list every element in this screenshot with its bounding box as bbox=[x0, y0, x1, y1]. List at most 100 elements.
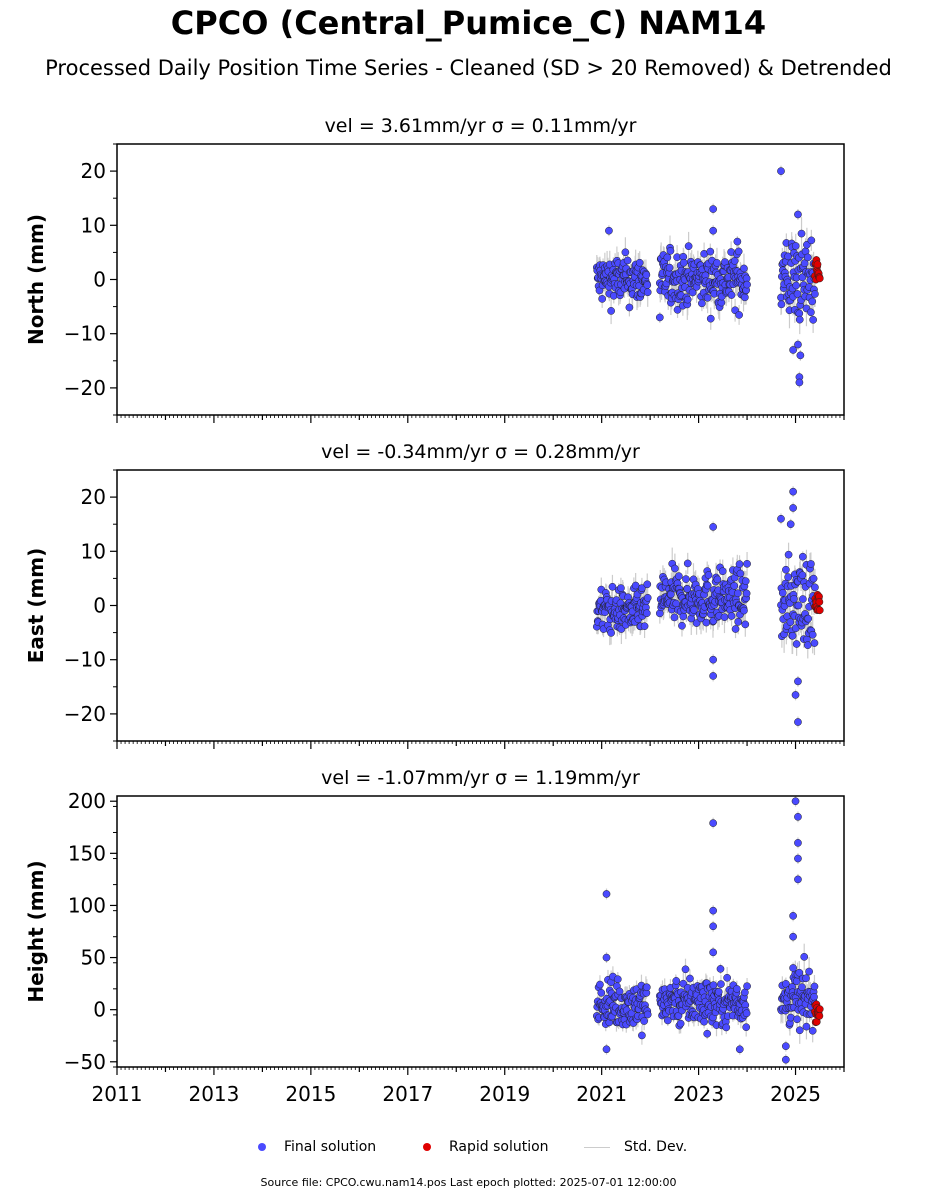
x-tick-label: 2021 bbox=[576, 1082, 627, 1106]
final-point bbox=[740, 606, 748, 615]
final-point bbox=[789, 932, 797, 941]
final-point bbox=[791, 797, 800, 806]
final-point bbox=[798, 552, 807, 561]
final-point bbox=[678, 621, 686, 630]
final-point bbox=[608, 582, 617, 591]
final-point bbox=[733, 985, 741, 993]
final-point bbox=[666, 247, 675, 255]
final-point bbox=[709, 948, 717, 957]
source-note: Source file: CPCO.cwu.nam14.pos Last epo… bbox=[260, 1176, 677, 1189]
final-point bbox=[793, 1015, 801, 1024]
final-point bbox=[795, 378, 804, 387]
final-point bbox=[670, 613, 679, 622]
final-point bbox=[809, 574, 818, 583]
final-point bbox=[784, 252, 792, 261]
y-axis-label: Height (mm) bbox=[24, 860, 48, 1002]
final-point bbox=[789, 964, 797, 972]
y-tick-label: 10 bbox=[81, 213, 106, 237]
final-point bbox=[799, 595, 807, 603]
final-point bbox=[703, 1029, 712, 1038]
final-point bbox=[792, 640, 801, 648]
final-point bbox=[743, 280, 751, 289]
final-point bbox=[713, 575, 722, 584]
final-point bbox=[810, 993, 818, 1001]
y-tick-label: 0 bbox=[93, 998, 106, 1022]
final-point bbox=[735, 560, 744, 568]
final-point bbox=[682, 575, 690, 583]
final-point bbox=[709, 226, 717, 235]
final-point bbox=[698, 299, 706, 308]
final-point bbox=[786, 618, 795, 626]
final-point bbox=[782, 565, 790, 574]
final-point bbox=[743, 559, 751, 568]
final-point bbox=[809, 315, 817, 324]
final-point bbox=[681, 965, 690, 974]
y-ticks: −20 −10 0 10 20 bbox=[64, 469, 117, 742]
final-point bbox=[704, 571, 713, 579]
final-point bbox=[703, 293, 712, 302]
final-point bbox=[643, 580, 652, 589]
final-point bbox=[777, 300, 786, 309]
final-point bbox=[794, 812, 802, 821]
final-point bbox=[674, 1011, 683, 1020]
final-point bbox=[683, 559, 692, 568]
points bbox=[592, 797, 824, 1064]
rapid-point bbox=[815, 598, 824, 606]
final-point bbox=[643, 281, 652, 289]
points bbox=[592, 167, 824, 387]
final-point bbox=[794, 601, 803, 610]
final-point bbox=[810, 639, 819, 647]
final-point bbox=[807, 236, 816, 245]
final-point bbox=[791, 691, 800, 699]
final-point bbox=[789, 487, 797, 496]
plot-data bbox=[592, 165, 824, 388]
final-point bbox=[679, 258, 688, 267]
final-point bbox=[607, 629, 615, 637]
final-point bbox=[602, 953, 611, 962]
final-point bbox=[730, 257, 739, 265]
final-point bbox=[663, 1016, 672, 1025]
final-point bbox=[706, 247, 715, 256]
final-point bbox=[643, 593, 652, 602]
final-point bbox=[686, 974, 694, 983]
final-point bbox=[794, 839, 802, 847]
final-point bbox=[794, 677, 802, 686]
final-point bbox=[802, 1022, 811, 1031]
final-point bbox=[797, 229, 806, 238]
final-point bbox=[743, 982, 751, 991]
final-point bbox=[794, 340, 802, 349]
final-point bbox=[730, 582, 739, 590]
final-point bbox=[643, 1010, 652, 1019]
final-point bbox=[794, 210, 802, 219]
final-point bbox=[731, 625, 740, 633]
final-point bbox=[803, 641, 812, 650]
chart-title: CPCO (Central_Pumice_C) NAM14 bbox=[170, 4, 767, 42]
x-tick-label: 2019 bbox=[479, 1082, 530, 1106]
final-point bbox=[635, 258, 644, 267]
x-tick-label: 2013 bbox=[188, 1082, 239, 1106]
legend-rapid-marker bbox=[423, 1143, 431, 1151]
legend-final: Final solution bbox=[258, 1136, 376, 1158]
final-point bbox=[788, 631, 797, 640]
final-point bbox=[808, 630, 817, 639]
final-point bbox=[684, 242, 693, 250]
final-point bbox=[623, 256, 632, 265]
y-tick-label: 10 bbox=[81, 539, 106, 563]
points bbox=[592, 487, 824, 726]
final-point bbox=[607, 307, 615, 315]
final-point bbox=[777, 167, 785, 175]
final-point bbox=[781, 1055, 790, 1064]
final-point bbox=[683, 585, 692, 593]
final-point bbox=[794, 854, 802, 863]
final-point bbox=[613, 975, 622, 984]
final-point bbox=[663, 253, 672, 262]
panel-3: vel = -1.07mm/yr σ = 1.19mm/yr Height (mm… bbox=[24, 767, 845, 1106]
plot-data bbox=[592, 486, 824, 728]
final-point bbox=[638, 1031, 646, 1040]
final-point bbox=[794, 718, 802, 726]
legend-final-label: Final solution bbox=[284, 1139, 377, 1155]
final-point bbox=[673, 305, 682, 314]
final-point bbox=[796, 351, 805, 360]
final-point bbox=[800, 952, 809, 961]
